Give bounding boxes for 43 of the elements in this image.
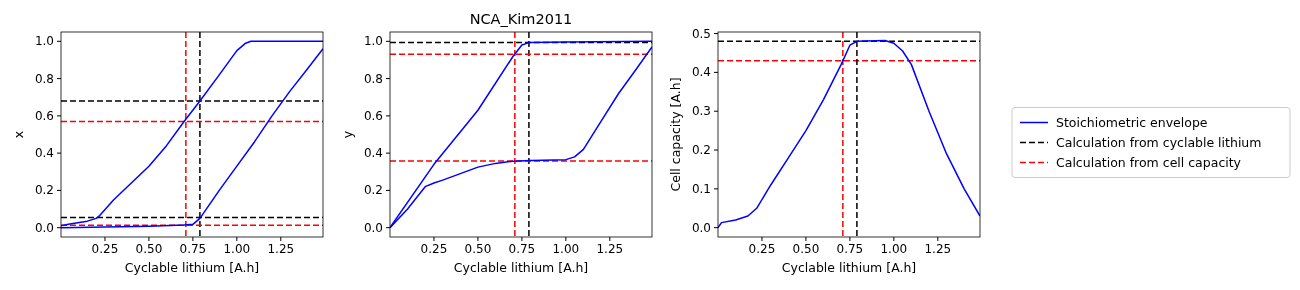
y-tick-label: 0.8 — [34, 71, 54, 86]
x-tick-label: 1.25 — [267, 242, 295, 256]
x-tick-label: 0.50 — [792, 242, 820, 256]
y-tick-label: 1.0 — [34, 34, 54, 49]
x-tick-label: 0.75 — [836, 242, 864, 256]
legend-label: Calculation from cell capacity — [1056, 155, 1242, 170]
y-tick-label: 1.0 — [363, 34, 383, 49]
y-axis-title: y — [340, 130, 355, 139]
x-tick-label: 0.75 — [508, 242, 536, 256]
x-tick-label: 0.50 — [464, 242, 492, 256]
x-tick-label: 0.25 — [748, 242, 776, 256]
y-tick-label: 0.0 — [363, 220, 383, 235]
y-tick-label: 0.4 — [363, 146, 383, 161]
x-tick-label: 0.75 — [179, 242, 207, 256]
x-tick-label: 0.25 — [91, 242, 119, 256]
y-tick-label: 0.1 — [691, 181, 711, 196]
y-tick-label: 0.4 — [691, 65, 711, 80]
y-axis-title: Cell capacity [A.h] — [668, 77, 683, 192]
y-tick-label: 0.2 — [363, 183, 383, 198]
x-tick-label: 1.00 — [552, 242, 580, 256]
x-tick-label: 0.50 — [135, 242, 163, 256]
y-tick-label: 0.2 — [34, 183, 54, 198]
legend-label: Calculation from cyclable lithium — [1056, 135, 1262, 150]
y-tick-label: 0.6 — [363, 108, 383, 123]
y-axis-title: x — [11, 130, 26, 139]
y-tick-label: 0.0 — [34, 220, 54, 235]
chart-title: NCA_Kim2011 — [469, 11, 573, 27]
x-tick-label: 1.00 — [880, 242, 908, 256]
y-tick-label: 0.8 — [363, 71, 383, 86]
x-axis-title: Cyclable lithium [A.h] — [124, 260, 260, 275]
x-axis-title: Cyclable lithium [A.h] — [453, 260, 589, 275]
x-tick-label: 0.25 — [420, 242, 448, 256]
y-tick-label: 0.6 — [34, 108, 54, 123]
legend-label: Stoichiometric envelope — [1056, 115, 1208, 130]
x-tick-label: 1.25 — [596, 242, 624, 256]
y-tick-label: 0.0 — [691, 220, 711, 235]
y-tick-label: 0.4 — [34, 146, 54, 161]
x-tick-label: 1.00 — [223, 242, 251, 256]
x-axis-title: Cyclable lithium [A.h] — [781, 260, 917, 275]
y-tick-label: 0.3 — [691, 104, 711, 119]
x-tick-label: 1.25 — [924, 242, 952, 256]
y-tick-label: 0.2 — [691, 143, 711, 158]
y-tick-label: 0.5 — [691, 26, 711, 41]
